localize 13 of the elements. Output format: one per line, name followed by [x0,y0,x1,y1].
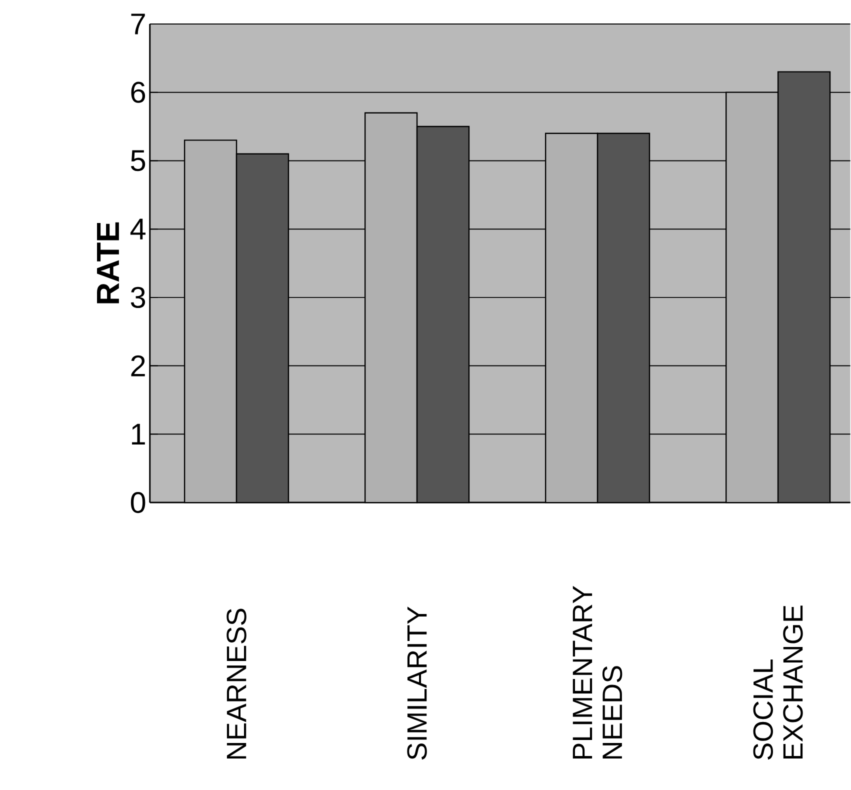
y-tick-label: 5 [130,150,146,171]
x-tick-label: SOCIAL EXCHANGE [753,605,803,760]
y-tick-label: 3 [130,286,146,308]
y-axis-title: RATE [97,222,119,304]
x-tick-label: NEARNESS [226,608,246,758]
y-tick-label: 7 [131,14,145,34]
y-tick-label: 2 [131,355,145,376]
y-tick-label: 1 [132,424,145,444]
x-tick-label: PLIMENTARY NEEDS [572,586,622,758]
y-tick-label: 0 [130,492,146,513]
y-tick-label: 6 [131,82,146,103]
y-tick-label: 4 [130,218,146,240]
x-tick-label: SIMILARITY [407,606,427,760]
